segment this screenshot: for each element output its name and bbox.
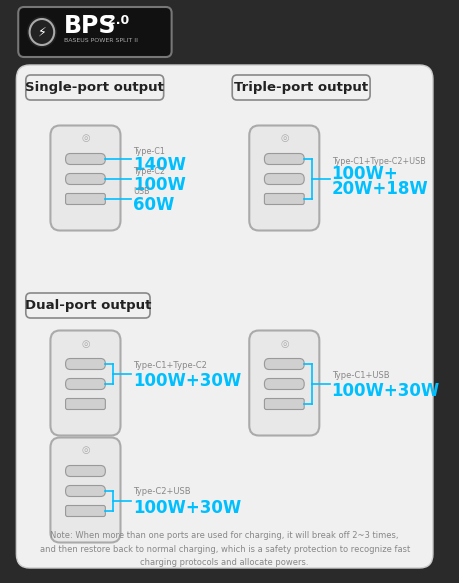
FancyBboxPatch shape	[50, 331, 120, 436]
Text: 100W+30W: 100W+30W	[133, 372, 241, 390]
Text: Single-port output: Single-port output	[25, 81, 164, 94]
FancyBboxPatch shape	[66, 359, 105, 370]
Text: BASEUS POWER SPLIT II: BASEUS POWER SPLIT II	[63, 37, 137, 43]
FancyBboxPatch shape	[66, 153, 105, 164]
FancyBboxPatch shape	[66, 486, 105, 497]
Text: 100W+30W: 100W+30W	[331, 382, 439, 400]
Text: 100W: 100W	[133, 176, 185, 194]
Text: 2.0: 2.0	[107, 13, 129, 26]
FancyBboxPatch shape	[264, 194, 303, 205]
Text: Type-C1+Type-C2: Type-C1+Type-C2	[133, 360, 206, 370]
FancyBboxPatch shape	[66, 465, 105, 476]
Text: Type-C1: Type-C1	[133, 147, 164, 156]
FancyBboxPatch shape	[249, 331, 319, 436]
Circle shape	[28, 17, 56, 47]
FancyBboxPatch shape	[264, 174, 303, 184]
Text: USB: USB	[133, 188, 149, 196]
FancyBboxPatch shape	[264, 399, 303, 409]
FancyBboxPatch shape	[50, 125, 120, 230]
Text: ⚡: ⚡	[38, 26, 46, 38]
Text: ◎: ◎	[81, 339, 90, 349]
Text: BPS: BPS	[63, 14, 116, 38]
FancyBboxPatch shape	[50, 437, 120, 543]
Text: Dual-port output: Dual-port output	[25, 299, 151, 312]
Text: Note: When more than one ports are used for charging, it will break off 2~3 time: Note: When more than one ports are used …	[39, 531, 409, 567]
FancyBboxPatch shape	[18, 7, 171, 57]
FancyBboxPatch shape	[66, 194, 105, 205]
Text: 100W+30W: 100W+30W	[133, 499, 241, 517]
FancyBboxPatch shape	[26, 293, 150, 318]
FancyBboxPatch shape	[17, 65, 432, 568]
FancyBboxPatch shape	[249, 125, 319, 230]
Text: ◎: ◎	[81, 134, 90, 143]
FancyBboxPatch shape	[66, 174, 105, 184]
Text: ◎: ◎	[280, 134, 288, 143]
Text: 140W: 140W	[133, 156, 185, 174]
FancyBboxPatch shape	[66, 399, 105, 409]
FancyBboxPatch shape	[264, 359, 303, 370]
FancyBboxPatch shape	[66, 378, 105, 389]
Text: 20W+18W: 20W+18W	[331, 180, 427, 198]
FancyBboxPatch shape	[264, 153, 303, 164]
Text: 60W: 60W	[133, 196, 174, 214]
Text: 100W+: 100W+	[331, 165, 397, 183]
FancyBboxPatch shape	[66, 505, 105, 517]
Text: Type-C2: Type-C2	[133, 167, 164, 177]
Text: Type-C2+USB: Type-C2+USB	[133, 487, 190, 497]
FancyBboxPatch shape	[232, 75, 369, 100]
Text: Type-C1+USB: Type-C1+USB	[331, 371, 388, 380]
Text: Triple-port output: Triple-port output	[234, 81, 367, 94]
FancyBboxPatch shape	[264, 378, 303, 389]
FancyBboxPatch shape	[26, 75, 163, 100]
Text: ◎: ◎	[280, 339, 288, 349]
Text: ◎: ◎	[81, 445, 90, 455]
Text: Type-C1+Type-C2+USB: Type-C1+Type-C2+USB	[331, 156, 425, 166]
